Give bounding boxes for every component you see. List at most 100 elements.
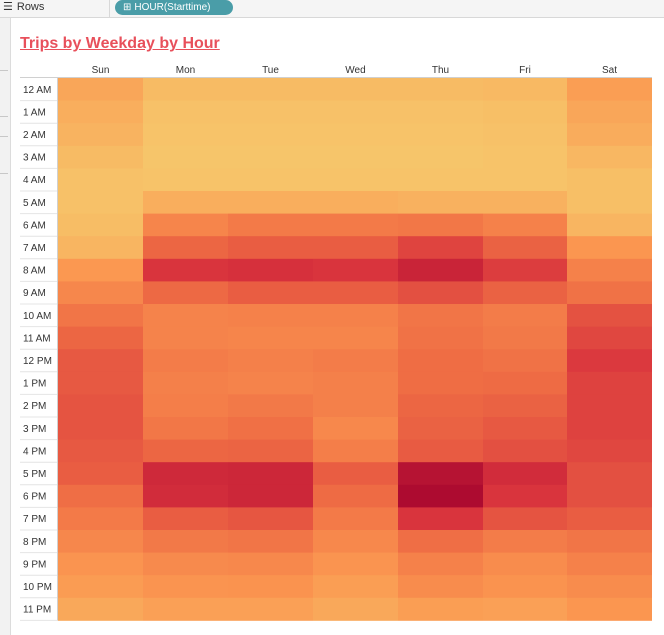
heatmap-cell xyxy=(483,507,567,531)
row-label: 3 AM xyxy=(23,153,46,164)
chart-title: Trips by Weekday by Hour xyxy=(20,35,220,52)
column-label: Sun xyxy=(92,65,110,76)
heatmap-cell xyxy=(228,349,313,373)
heatmap-cell xyxy=(398,281,483,305)
heatmap-cell xyxy=(313,281,398,305)
heatmap-cell xyxy=(228,258,313,282)
heatmap-cell xyxy=(483,123,567,147)
heatmap-cell xyxy=(313,213,398,237)
heatmap-cell xyxy=(483,530,567,553)
heatmap-cell xyxy=(567,349,652,373)
heatmap-cell xyxy=(228,123,313,147)
heatmap-cell xyxy=(398,213,483,237)
plus-box-icon: ⊞ xyxy=(123,2,132,13)
panel-divider xyxy=(0,70,8,71)
row-label: 4 PM xyxy=(23,446,46,457)
heatmap-cell xyxy=(143,575,228,599)
heatmap-cell xyxy=(143,304,228,327)
heatmap-cell xyxy=(567,462,652,486)
heatmap-cell xyxy=(143,462,228,486)
column-label: Mon xyxy=(176,65,195,76)
heatmap-cell xyxy=(567,417,652,440)
row-label: 12 PM xyxy=(23,356,52,367)
heatmap-cell xyxy=(398,78,483,101)
row-label: 8 AM xyxy=(23,266,46,277)
heatmap-cell xyxy=(143,236,228,260)
heatmap-cell xyxy=(567,123,652,147)
heatmap-cell xyxy=(228,326,313,350)
heatmap-cell xyxy=(143,417,228,440)
heatmap-cell xyxy=(313,236,398,260)
row-label: 12 AM xyxy=(23,85,51,96)
heatmap-cell xyxy=(483,236,567,260)
panel-divider xyxy=(0,173,8,174)
heatmap-cell xyxy=(567,552,652,576)
heatmap-cell xyxy=(483,191,567,214)
column-label: Tue xyxy=(262,65,279,76)
row-label: 1 PM xyxy=(23,379,46,390)
heatmap-cell xyxy=(58,417,143,440)
row-label: 10 PM xyxy=(23,582,52,593)
row-label: 1 AM xyxy=(23,107,46,118)
heatmap-cell xyxy=(143,371,228,395)
heatmap-cell xyxy=(567,507,652,531)
row-label: 11 PM xyxy=(23,605,51,616)
heatmap-cell xyxy=(567,236,652,260)
heatmap-cell xyxy=(143,439,228,463)
heatmap-cell xyxy=(398,100,483,124)
heatmap-cell xyxy=(567,394,652,418)
heatmap-cell xyxy=(483,575,567,599)
heatmap-cell xyxy=(398,236,483,260)
rows-shelf-label: ☰ Rows xyxy=(0,0,110,17)
heatmap-cell xyxy=(398,371,483,395)
heatmap-cell xyxy=(58,507,143,531)
heatmap-cell xyxy=(58,304,143,327)
heatmap-cell xyxy=(567,484,652,508)
heatmap-cell xyxy=(228,462,313,486)
heatmap-cell xyxy=(398,417,483,440)
heatmap-cell xyxy=(313,100,398,124)
heatmap-cell xyxy=(313,145,398,169)
heatmap-cell xyxy=(58,462,143,486)
heatmap-cell xyxy=(398,258,483,282)
heatmap-cell xyxy=(483,213,567,237)
heatmap-cell xyxy=(313,371,398,395)
heatmap-cell xyxy=(313,575,398,599)
heatmap-cell xyxy=(398,575,483,599)
heatmap-cell xyxy=(228,552,313,576)
heatmap-cell xyxy=(143,326,228,350)
left-panel-strip xyxy=(0,18,11,635)
heatmap-cell xyxy=(483,597,567,621)
heatmap-cell xyxy=(483,281,567,305)
heatmap-cell xyxy=(228,304,313,327)
heatmap-cell xyxy=(313,168,398,192)
heatmap-cell xyxy=(313,123,398,147)
heatmap-cell xyxy=(58,371,143,395)
row-label: 7 PM xyxy=(23,514,46,525)
heatmap-cell xyxy=(228,281,313,305)
heatmap-cell xyxy=(143,78,228,101)
heatmap-cell xyxy=(58,439,143,463)
heatmap-cell xyxy=(313,462,398,486)
row-label: 4 AM xyxy=(23,175,46,186)
hour-starttime-pill[interactable]: ⊞ HOUR(Starttime) xyxy=(115,0,233,15)
list-icon: ☰ xyxy=(3,1,13,13)
heatmap-cell xyxy=(313,349,398,373)
heatmap-cell xyxy=(398,439,483,463)
heatmap-cell xyxy=(228,394,313,418)
heatmap-cell xyxy=(143,507,228,531)
row-label: 9 AM xyxy=(23,288,46,299)
heatmap-cell xyxy=(228,597,313,621)
heatmap-cell xyxy=(143,168,228,192)
heatmap-cell xyxy=(228,417,313,440)
heatmap-cell xyxy=(313,394,398,418)
heatmap-cell xyxy=(567,100,652,124)
heatmap-cell xyxy=(567,597,652,621)
heatmap-cell xyxy=(143,349,228,373)
heatmap-cell xyxy=(58,394,143,418)
heatmap-cell xyxy=(398,462,483,486)
heatmap-cell xyxy=(483,78,567,101)
column-label: Thu xyxy=(432,65,449,76)
heatmap-cell xyxy=(398,304,483,327)
